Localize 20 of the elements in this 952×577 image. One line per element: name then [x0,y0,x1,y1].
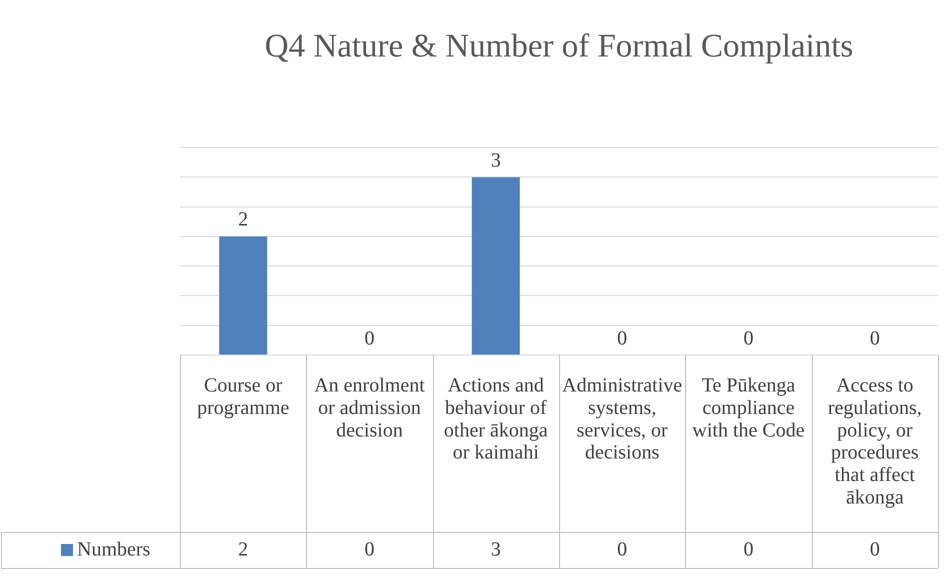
legend-label: Numbers [77,538,151,560]
data-label: 0 [870,327,880,350]
text: 0 [617,538,628,560]
data-label: 0 [617,327,628,350]
text: 3 [490,538,501,560]
text: 0 [364,538,374,560]
data-label: 0 [364,327,374,350]
data-label: 2 [238,208,248,231]
x-tick-label: Te Pūkenga compliance with the Code [692,374,805,442]
x-tick-label: Actions and behaviour of other ākonga or kaimahi [444,374,548,464]
text: 2 [238,538,248,560]
text: 0 [870,538,880,560]
x-tick-label: Administrative systems, services, or decisions [562,374,682,464]
x-tick-label: An enrolment or admission decision [314,374,426,442]
data-label: 3 [490,149,501,172]
x-tick-label: Access to regulations, policy, or procedures that affect ākonga [828,374,922,508]
chart-title: Q4 Nature & Number of Formal Complaints [264,28,854,64]
x-tick-label: Course or programme [197,374,290,419]
text: 0 [744,538,754,560]
data-label: 0 [744,327,754,350]
